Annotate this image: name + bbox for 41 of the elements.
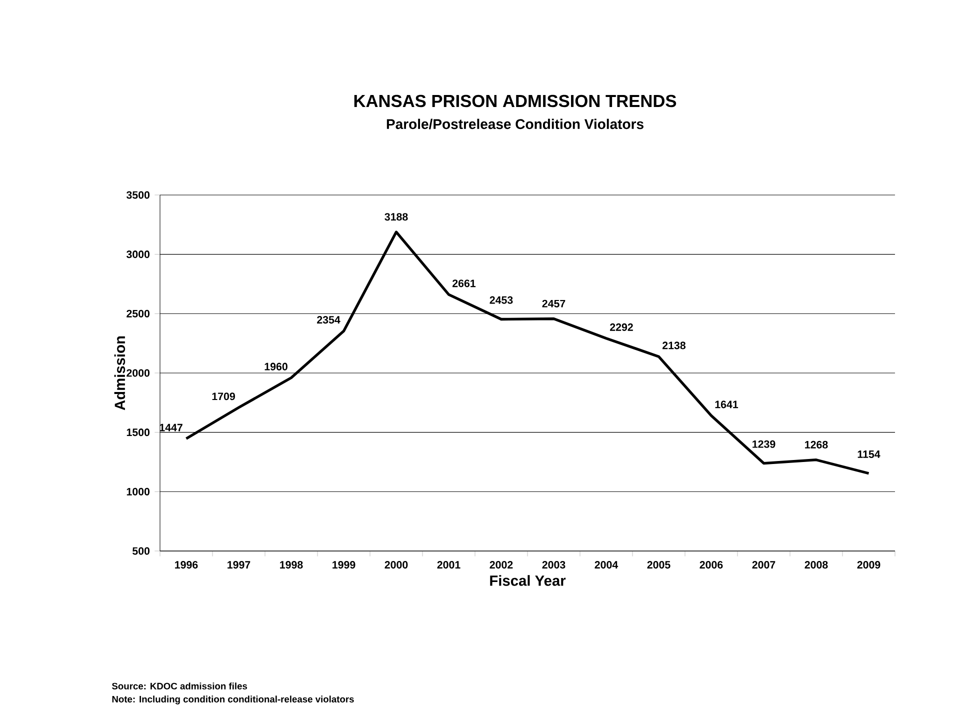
data-label: 2453 <box>490 296 513 304</box>
data-label: 1960 <box>264 362 288 370</box>
x-tick-label: 1997 <box>228 561 250 569</box>
x-tick-label: 1999 <box>332 561 356 569</box>
y-tick-label: 2500 <box>126 310 150 318</box>
x-tick-label: 2000 <box>384 561 408 569</box>
data-label: 2354 <box>317 316 340 324</box>
data-label: 2661 <box>452 280 476 288</box>
y-tick-label: 3000 <box>126 250 150 258</box>
data-label: 2138 <box>662 342 686 350</box>
data-label: 1447 <box>160 424 182 432</box>
x-tick-label: 2008 <box>804 561 828 569</box>
chart-subtitle: Parole/Postrelease Condition Violators <box>386 118 644 130</box>
data-label: 2292 <box>610 323 633 331</box>
text: Note: Including condition conditional-release violators <box>112 696 354 704</box>
x-tick-label: 2007 <box>752 561 776 569</box>
data-label: 1709 <box>212 392 235 400</box>
x-tick-label: 2009 <box>857 561 880 569</box>
y-tick-label: 1000 <box>126 488 150 496</box>
x-tick-label: 1998 <box>280 561 303 569</box>
data-label: 2457 <box>542 300 566 308</box>
y-tick-label: 3500 <box>126 191 150 199</box>
chart-title: KANSAS PRISON ADMISSION TRENDS <box>354 94 676 108</box>
source-note: Source: KDOC admission files <box>112 682 248 690</box>
y-tick-label: 500 <box>132 547 150 555</box>
y-tick-label: 2000 <box>126 369 150 377</box>
x-tick-label: 2005 <box>647 561 670 569</box>
x-tick-label: 2001 <box>437 561 460 569</box>
x-tick-label: 2004 <box>594 561 618 569</box>
x-tick-label: 2006 <box>700 561 723 569</box>
y-tick-label: 1500 <box>126 428 150 436</box>
x-tick-label: 2003 <box>542 561 566 569</box>
data-label: 1154 <box>858 450 880 458</box>
data-label: 1268 <box>805 440 828 448</box>
data-label: 3188 <box>384 213 408 221</box>
x-tick-label: 2002 <box>490 561 513 569</box>
data-label: 1641 <box>715 400 738 408</box>
x-tick-label: 1996 <box>175 561 198 569</box>
data-label: 1239 <box>752 440 776 448</box>
x-axis-title: Fiscal Year <box>490 575 566 586</box>
y-axis-title: Admission <box>114 336 126 410</box>
